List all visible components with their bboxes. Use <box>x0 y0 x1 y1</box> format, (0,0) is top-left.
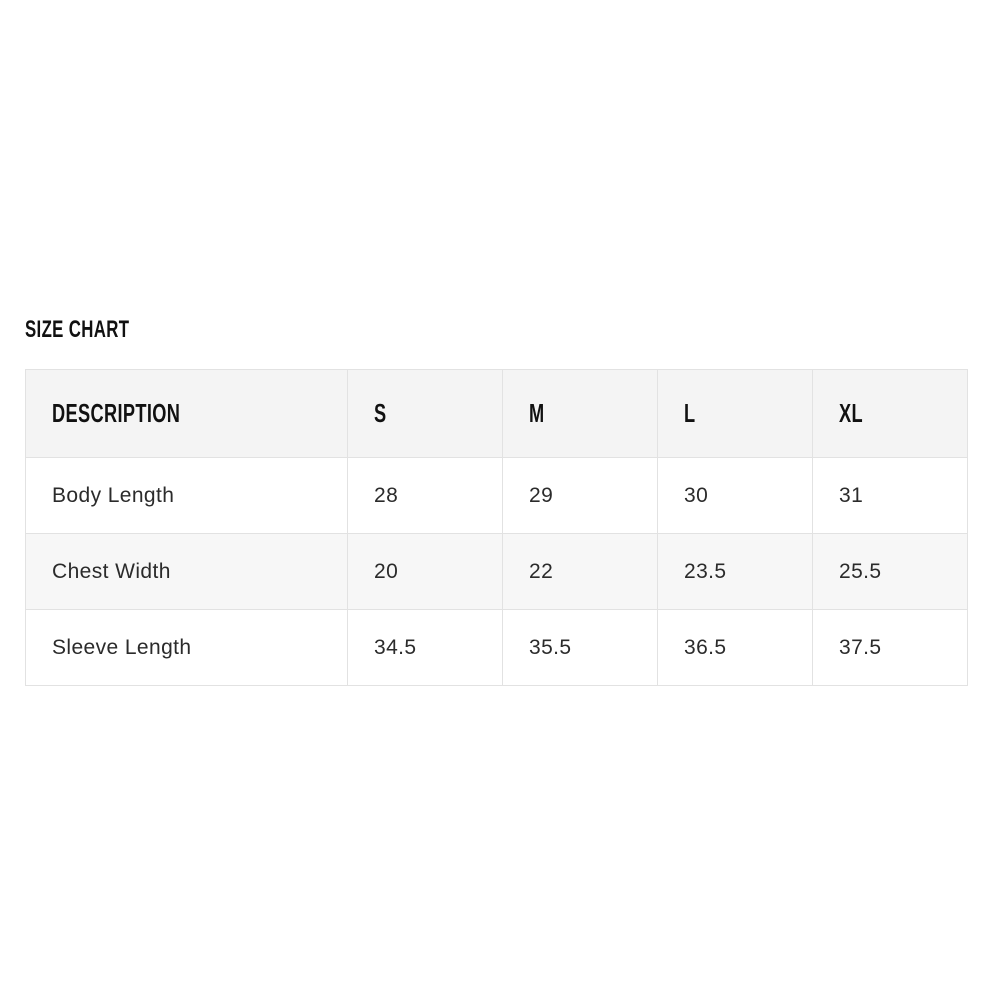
size-chart-table: DESCRIPTION S M L XL Body Length 28 29 3… <box>25 369 968 686</box>
header-cell-l: L <box>657 369 813 458</box>
table-body: Body Length 28 29 30 31 Chest Width 20 2… <box>25 457 968 686</box>
size-value-cell: 36.5 <box>657 609 813 686</box>
size-value-cell: 28 <box>347 457 503 534</box>
size-value-cell: 35.5 <box>502 609 658 686</box>
table-header: DESCRIPTION S M L XL <box>25 369 968 458</box>
header-cell-xl: XL <box>812 369 968 458</box>
row-label: Chest Width <box>25 533 348 610</box>
header-cell-m: M <box>502 369 658 458</box>
table-row-sleeve-length: Sleeve Length 34.5 35.5 36.5 37.5 <box>25 609 968 686</box>
row-label: Body Length <box>25 457 348 534</box>
size-value-cell: 34.5 <box>347 609 503 686</box>
size-value-cell: 25.5 <box>812 533 968 610</box>
header-cell-description: DESCRIPTION <box>25 369 348 458</box>
size-value-cell: 31 <box>812 457 968 534</box>
size-value-cell: 23.5 <box>657 533 813 610</box>
row-label: Sleeve Length <box>25 609 348 686</box>
header-label-s: S <box>374 398 387 428</box>
header-label-xl: XL <box>839 398 863 428</box>
size-value-cell: 29 <box>502 457 658 534</box>
header-row: DESCRIPTION S M L XL <box>25 369 968 458</box>
size-chart-section: SIZE CHART DESCRIPTION S M L XL Body Len… <box>25 318 968 686</box>
header-label-m: M <box>529 398 545 428</box>
size-value-cell: 22 <box>502 533 658 610</box>
table-row-body-length: Body Length 28 29 30 31 <box>25 457 968 534</box>
size-value-cell: 30 <box>657 457 813 534</box>
header-label-l: L <box>684 398 696 428</box>
header-cell-s: S <box>347 369 503 458</box>
section-title-text: SIZE CHART <box>25 316 130 343</box>
header-label-description: DESCRIPTION <box>52 398 181 428</box>
size-value-cell: 37.5 <box>812 609 968 686</box>
table-row-chest-width: Chest Width 20 22 23.5 25.5 <box>25 533 968 610</box>
section-title: SIZE CHART <box>25 318 968 342</box>
size-value-cell: 20 <box>347 533 503 610</box>
